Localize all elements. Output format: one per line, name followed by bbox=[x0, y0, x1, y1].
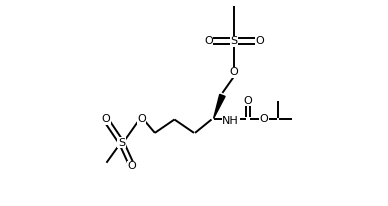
Text: O: O bbox=[128, 161, 137, 171]
Text: O: O bbox=[101, 115, 110, 124]
Text: O: O bbox=[230, 67, 239, 77]
Text: O: O bbox=[256, 36, 264, 46]
Text: O: O bbox=[204, 36, 213, 46]
Text: O: O bbox=[244, 96, 252, 106]
Text: S: S bbox=[118, 138, 125, 148]
Text: O: O bbox=[137, 115, 146, 124]
Text: O: O bbox=[260, 115, 268, 124]
Text: S: S bbox=[230, 36, 238, 46]
Text: NH: NH bbox=[222, 116, 239, 125]
Polygon shape bbox=[213, 94, 225, 118]
